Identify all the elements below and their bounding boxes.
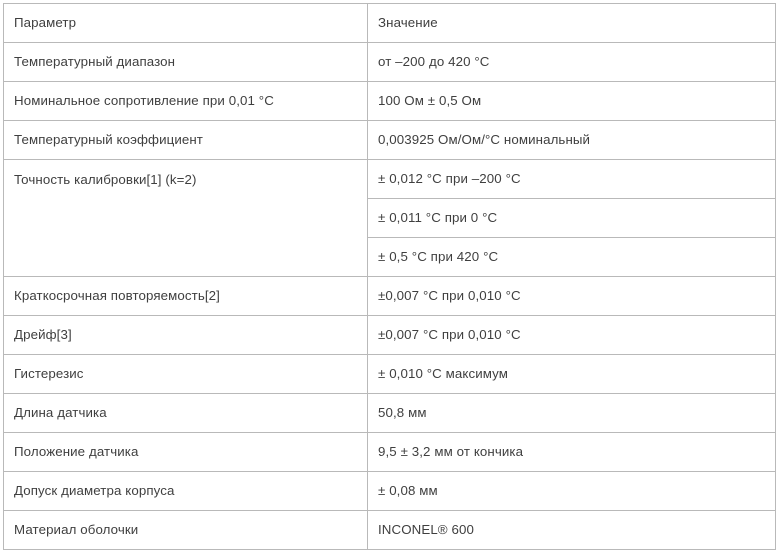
parameter-name-cell: Длина датчика (3, 393, 368, 433)
parameter-name-cell: Допуск диаметра корпуса (3, 471, 368, 511)
column-header-value: Значение (367, 3, 776, 43)
parameter-name-cell: Положение датчика (3, 432, 368, 472)
parameter-value-cell: от –200 до 420 °C (367, 42, 776, 82)
parameter-value-cell: ± 0,5 °C при 420 °C (367, 237, 776, 277)
table-row: Допуск диаметра корпуса ± 0,08 мм (3, 471, 776, 511)
parameter-value-cell: 50,8 мм (367, 393, 776, 433)
parameter-value-cell: ± 0,010 °C максимум (367, 354, 776, 394)
table-header: Параметр Значение (3, 3, 776, 43)
table-row: Номинальное сопротивление при 0,01 °C 100… (3, 81, 776, 121)
table-row: Дрейф[3] ±0,007 °C при 0,010 °C (3, 315, 776, 355)
column-header-parameter: Параметр (3, 3, 368, 43)
table-row: Температурный коэффициент 0,003925 Ом/Ом/… (3, 120, 776, 160)
parameter-value-cell: 0,003925 Ом/Ом/°C номинальный (367, 120, 776, 160)
parameter-name-cell: Гистерезис (3, 354, 368, 394)
table-row: Гистерезис ± 0,010 °C максимум (3, 354, 776, 394)
table-row: ± 0,5 °C при 420 °C (4, 237, 776, 277)
table-row: Точность калибровки[1] (k=2) ± 0,012 °C п… (3, 159, 776, 277)
parameter-name-cell: Краткосрочная повторяемость[2] (3, 276, 368, 316)
table-row: Температурный диапазон от –200 до 420 °C (3, 42, 776, 82)
table-body: Температурный диапазон от –200 до 420 °C Н… (3, 42, 776, 550)
table-row: Длина датчика 50,8 мм (3, 393, 776, 433)
parameter-value-cell: ±0,007 °C при 0,010 °C (367, 315, 776, 355)
parameter-value-cell: ± 0,08 мм (367, 471, 776, 511)
parameter-name-cell: Точность калибровки[1] (k=2) (3, 159, 368, 277)
parameter-value-cell: ± 0,012 °C при –200 °C (367, 159, 776, 199)
parameter-name-cell: Дрейф[3] (3, 315, 368, 355)
parameter-value-cell: INCONEL® 600 (367, 510, 776, 550)
table-header-row: Параметр Значение (3, 3, 776, 43)
parameter-name-cell: Температурный коэффициент (3, 120, 368, 160)
parameter-value-cell: ±0,007 °C при 0,010 °C (367, 276, 776, 316)
parameter-name-cell: Материал оболочки (3, 510, 368, 550)
table-row: Краткосрочная повторяемость[2] ±0,007 °C … (3, 276, 776, 316)
table-row: Материал оболочки INCONEL® 600 (3, 510, 776, 550)
parameter-value-cell: 100 Ом ± 0,5 Ом (367, 81, 776, 121)
parameter-value-cell: ± 0,011 °C при 0 °C (367, 198, 776, 238)
table-row: Положение датчика 9,5 ± 3,2 мм от кончика (3, 432, 776, 472)
parameter-name-cell: Номинальное сопротивление при 0,01 °C (3, 81, 368, 121)
specification-table: Параметр Значение Температурный диапазон… (3, 3, 776, 550)
table-row: ± 0,011 °C при 0 °C (4, 198, 776, 238)
parameter-value-cell: 9,5 ± 3,2 мм от кончика (367, 432, 776, 472)
parameter-name-cell: Температурный диапазон (3, 42, 368, 82)
